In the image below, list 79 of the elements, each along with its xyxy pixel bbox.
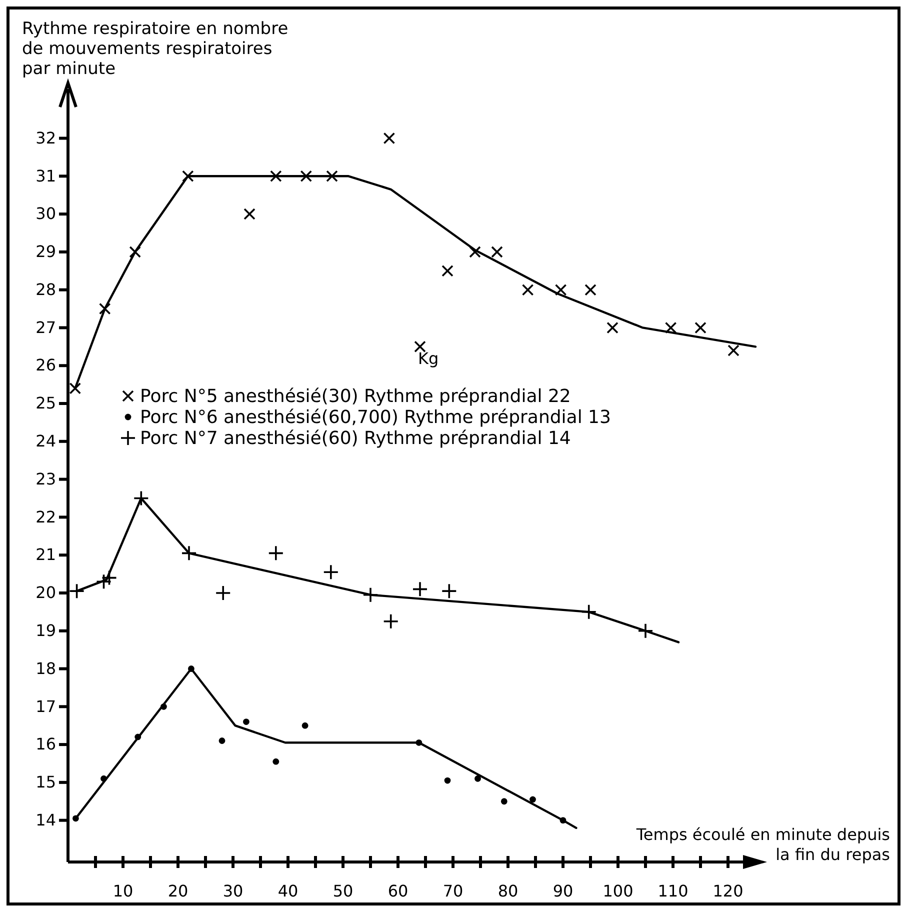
- point: [101, 570, 118, 586]
- x-tick-label: 80: [498, 881, 518, 900]
- y-tick-label: 17: [36, 696, 56, 716]
- y-axis-title: Rythme respiratoire en nombre de mouvements respiratoires par minute: [22, 19, 288, 79]
- x-tick-label: 10: [112, 881, 134, 900]
- point: [302, 722, 308, 729]
- point: [68, 583, 85, 599]
- y-tick-label: 31: [36, 166, 56, 186]
- point: [98, 302, 111, 315]
- x-tick-label: 110: [658, 881, 688, 900]
- point: [383, 132, 396, 144]
- point: [181, 545, 197, 562]
- point: [442, 264, 454, 277]
- point: [243, 718, 250, 725]
- y-tick-label: 29: [36, 242, 56, 262]
- point: [244, 208, 256, 220]
- x-tick-label: 120: [712, 881, 744, 900]
- x-tick-label: 90: [552, 881, 574, 900]
- legend-label: Porc N°5 anesthésié(30) Rythme préprandial 22: [140, 386, 571, 407]
- y-tick-label: 22: [36, 507, 56, 526]
- point: [69, 382, 82, 394]
- point: [218, 738, 226, 744]
- point: [382, 613, 399, 630]
- point: [441, 583, 458, 599]
- x-tick-label: 50: [332, 881, 354, 900]
- annotation: Kg: [418, 349, 439, 368]
- point: [96, 574, 112, 590]
- point: [323, 564, 339, 580]
- point: [182, 170, 194, 182]
- y-tick-label: 21: [36, 545, 56, 564]
- point: [270, 170, 282, 182]
- legend-label: Porc N°6 anesthésié(60,700) Rythme préprandial 13: [140, 407, 611, 428]
- y-tick-label: 24: [36, 432, 56, 451]
- y-tick-label: 19: [36, 620, 56, 640]
- x-tick-label: 30: [222, 881, 244, 900]
- x-axis-title: Temps écoulé en minute depuis la fin du repas: [635, 825, 890, 864]
- point: [133, 490, 150, 506]
- point: [300, 170, 312, 182]
- y-tick-label: 32: [36, 128, 56, 148]
- point: [362, 586, 378, 603]
- y-tick-label: 15: [36, 772, 56, 792]
- point: [580, 604, 597, 620]
- point: [268, 545, 284, 562]
- point: [694, 322, 706, 334]
- x-tick-label: 100: [602, 881, 634, 900]
- point: [638, 622, 654, 639]
- legend-label: Porc N°7 anesthésié(60) Rythme préprandial 14: [140, 428, 571, 449]
- y-tick-label: 27: [36, 318, 56, 337]
- point: [215, 585, 231, 601]
- point: [728, 344, 740, 356]
- y-tick-label: 18: [36, 658, 56, 678]
- point: [584, 284, 596, 296]
- y-tick-label: 30: [36, 204, 56, 224]
- y-tick-label: 14: [36, 810, 56, 830]
- point: [326, 170, 338, 182]
- y-tick-label: 23: [36, 469, 56, 488]
- y-tick-label: 20: [36, 583, 56, 602]
- y-tick-label: 28: [36, 280, 56, 299]
- point: [414, 340, 426, 353]
- x-tick-label: 40: [278, 881, 298, 900]
- y-tick-label: 16: [36, 734, 56, 754]
- y-tick-label: 25: [36, 394, 56, 413]
- point: [469, 246, 481, 258]
- point: [129, 246, 141, 258]
- y-tick-label: 26: [36, 356, 56, 375]
- x-tick-label: 70: [442, 881, 464, 900]
- point: [522, 284, 534, 296]
- point: [412, 581, 428, 598]
- x-tick-label: 60: [388, 881, 408, 900]
- point: [664, 322, 677, 334]
- x-tick-label: 20: [168, 881, 188, 900]
- point: [606, 322, 618, 334]
- point: [444, 777, 451, 784]
- point: [500, 798, 508, 805]
- point: [272, 758, 280, 765]
- point: [554, 284, 567, 296]
- point: [474, 775, 481, 782]
- point: [491, 246, 503, 258]
- point: [530, 796, 536, 803]
